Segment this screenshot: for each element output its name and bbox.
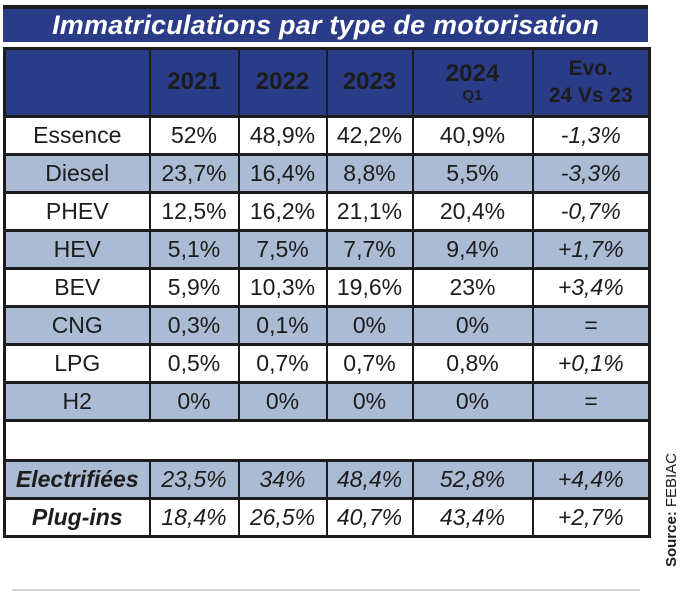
- cell-2024: 52,8%: [411, 459, 534, 500]
- cell-2021: 52%: [148, 115, 240, 156]
- cell-2023: 0%: [325, 305, 414, 346]
- col-header-evo: Evo. 24 Vs 23: [531, 47, 651, 118]
- row-label: Essence: [3, 115, 151, 156]
- cell-2021: 18,4%: [148, 497, 240, 538]
- cell-evo: +3,4%: [531, 267, 651, 308]
- cell-2021: 0,3%: [148, 305, 240, 346]
- cell-2023: 0%: [325, 381, 414, 422]
- table-row-electrifiees: Electrifiées 23,5% 34% 48,4% 52,8% +4,4%: [3, 459, 651, 500]
- row-label: HEV: [3, 229, 151, 270]
- col-header-2024: 2024 Q1: [411, 47, 534, 118]
- corner-cell: [3, 47, 151, 118]
- cell-2023: 8,8%: [325, 153, 414, 194]
- table-row-hev: HEV 5,1% 7,5% 7,7% 9,4% +1,7%: [3, 229, 651, 270]
- cell-evo: =: [531, 381, 651, 422]
- cell-2021: 12,5%: [148, 191, 240, 232]
- source-value: FEBIAC: [662, 452, 680, 508]
- cell-2022: 7,5%: [237, 229, 328, 270]
- cell-2023: 48,4%: [325, 459, 414, 500]
- table-row-phev: PHEV 12,5% 16,2% 21,1% 20,4% -0,7%: [3, 191, 651, 232]
- col-header-2021: 2021: [148, 47, 240, 118]
- cell-2023: 42,2%: [325, 115, 414, 156]
- row-label: CNG: [3, 305, 151, 346]
- col-header-2023: 2023: [325, 47, 414, 118]
- table-row-essence: Essence 52% 48,9% 42,2% 40,9% -1,3%: [3, 115, 651, 156]
- col-header-2024-year: 2024: [445, 59, 500, 87]
- col-header-2024-quarter: Q1: [462, 86, 483, 104]
- cell-2023: 0,7%: [325, 343, 414, 384]
- cell-2022: 0%: [237, 381, 328, 422]
- col-header-2022: 2022: [237, 47, 328, 118]
- source-label: Source:: [662, 511, 680, 568]
- col-header-evo-line1: Evo.: [568, 57, 613, 81]
- row-label: LPG: [3, 343, 151, 384]
- table-row-diesel: Diesel 23,7% 16,4% 8,8% 5,5% -3,3%: [3, 153, 651, 194]
- row-label: Diesel: [3, 153, 151, 194]
- cell-evo: -3,3%: [531, 153, 651, 194]
- spacer-row: [3, 419, 651, 462]
- cell-2021: 5,9%: [148, 267, 240, 308]
- table-title: Immatriculations par type de motorisatio…: [52, 10, 599, 40]
- cell-2024: 5,5%: [411, 153, 534, 194]
- cell-2024: 20,4%: [411, 191, 534, 232]
- table-title-bar: Immatriculations par type de motorisatio…: [3, 5, 648, 42]
- cell-2022: 26,5%: [237, 497, 328, 538]
- cell-2024: 43,4%: [411, 497, 534, 538]
- cell-2023: 21,1%: [325, 191, 414, 232]
- row-label: Plug-ins: [3, 497, 151, 538]
- col-header-evo-line2: 24 Vs 23: [548, 83, 633, 107]
- source-credit: Source: FEBIAC: [661, 435, 681, 585]
- cell-2024: 0%: [411, 305, 534, 346]
- cell-evo: =: [531, 305, 651, 346]
- table-row-plugins: Plug-ins 18,4% 26,5% 40,7% 43,4% +2,7%: [3, 497, 651, 538]
- spacer-cell: [3, 419, 651, 462]
- cell-2023: 19,6%: [325, 267, 414, 308]
- cell-2022: 16,4%: [237, 153, 328, 194]
- row-label: H2: [3, 381, 151, 422]
- cell-2024: 0%: [411, 381, 534, 422]
- cell-2024: 23%: [411, 267, 534, 308]
- cell-2022: 48,9%: [237, 115, 328, 156]
- cell-2022: 0,1%: [237, 305, 328, 346]
- row-label: Electrifiées: [3, 459, 151, 500]
- bottom-divider: [12, 589, 640, 591]
- cell-2021: 5,1%: [148, 229, 240, 270]
- header-row: 2021 2022 2023 2024 Q1 Evo. 24 Vs 23: [3, 47, 651, 118]
- motorisation-table: 2021 2022 2023 2024 Q1 Evo. 24 Vs 23 Ess…: [3, 47, 651, 538]
- cell-2021: 0%: [148, 381, 240, 422]
- cell-2023: 40,7%: [325, 497, 414, 538]
- table-row-bev: BEV 5,9% 10,3% 19,6% 23% +3,4%: [3, 267, 651, 308]
- cell-2022: 34%: [237, 459, 328, 500]
- cell-evo: +0,1%: [531, 343, 651, 384]
- table-row-lpg: LPG 0,5% 0,7% 0,7% 0,8% +0,1%: [3, 343, 651, 384]
- cell-evo: +4,4%: [531, 459, 651, 500]
- table-row-cng: CNG 0,3% 0,1% 0% 0% =: [3, 305, 651, 346]
- cell-evo: +1,7%: [531, 229, 651, 270]
- cell-evo: -1,3%: [531, 115, 651, 156]
- cell-2021: 23,7%: [148, 153, 240, 194]
- cell-2021: 23,5%: [148, 459, 240, 500]
- cell-2022: 10,3%: [237, 267, 328, 308]
- cell-2024: 40,9%: [411, 115, 534, 156]
- cell-evo: +2,7%: [531, 497, 651, 538]
- cell-2022: 0,7%: [237, 343, 328, 384]
- cell-2024: 9,4%: [411, 229, 534, 270]
- cell-2022: 16,2%: [237, 191, 328, 232]
- table-row-h2: H2 0% 0% 0% 0% =: [3, 381, 651, 422]
- cell-evo: -0,7%: [531, 191, 651, 232]
- row-label: BEV: [3, 267, 151, 308]
- cell-2023: 7,7%: [325, 229, 414, 270]
- row-label: PHEV: [3, 191, 151, 232]
- cell-2021: 0,5%: [148, 343, 240, 384]
- cell-2024: 0,8%: [411, 343, 534, 384]
